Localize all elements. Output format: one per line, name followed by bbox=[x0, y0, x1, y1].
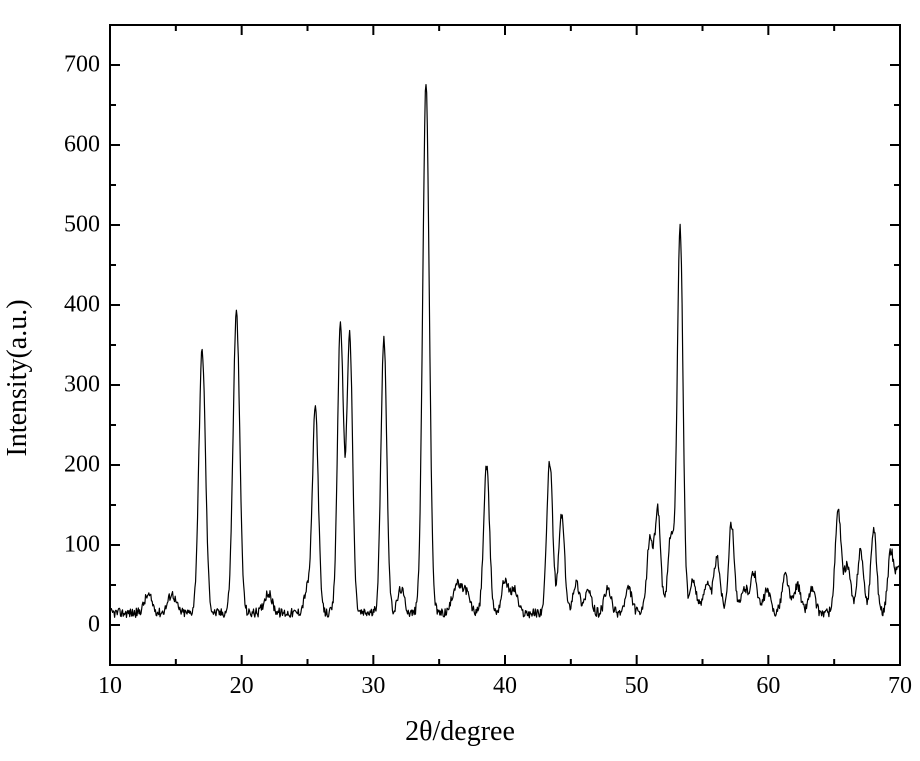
x-tick-label: 30 bbox=[361, 673, 385, 700]
y-tick-label: 400 bbox=[64, 292, 100, 319]
y-tick-label: 300 bbox=[64, 372, 100, 399]
x-axis-label: 2θ/degree bbox=[405, 716, 515, 748]
y-tick-label: 700 bbox=[64, 52, 100, 79]
y-tick-label: 500 bbox=[64, 212, 100, 239]
x-tick-label: 70 bbox=[888, 673, 912, 700]
x-tick-label: 50 bbox=[625, 673, 649, 700]
x-tick-label: 60 bbox=[756, 673, 780, 700]
x-tick-label: 10 bbox=[98, 673, 122, 700]
y-tick-label: 600 bbox=[64, 132, 100, 159]
x-tick-label: 40 bbox=[493, 673, 517, 700]
xrd-chart-svg bbox=[0, 0, 920, 756]
y-tick-label: 200 bbox=[64, 452, 100, 479]
y-axis-label: Intensity(a.u.) bbox=[2, 299, 34, 456]
xrd-chart-container: Intensity(a.u.) 2θ/degree 10 20 30 40 50 60 70… bbox=[0, 0, 920, 756]
y-tick-label: 0 bbox=[88, 612, 100, 639]
y-tick-label: 100 bbox=[64, 532, 100, 559]
x-tick-label: 20 bbox=[230, 673, 254, 700]
